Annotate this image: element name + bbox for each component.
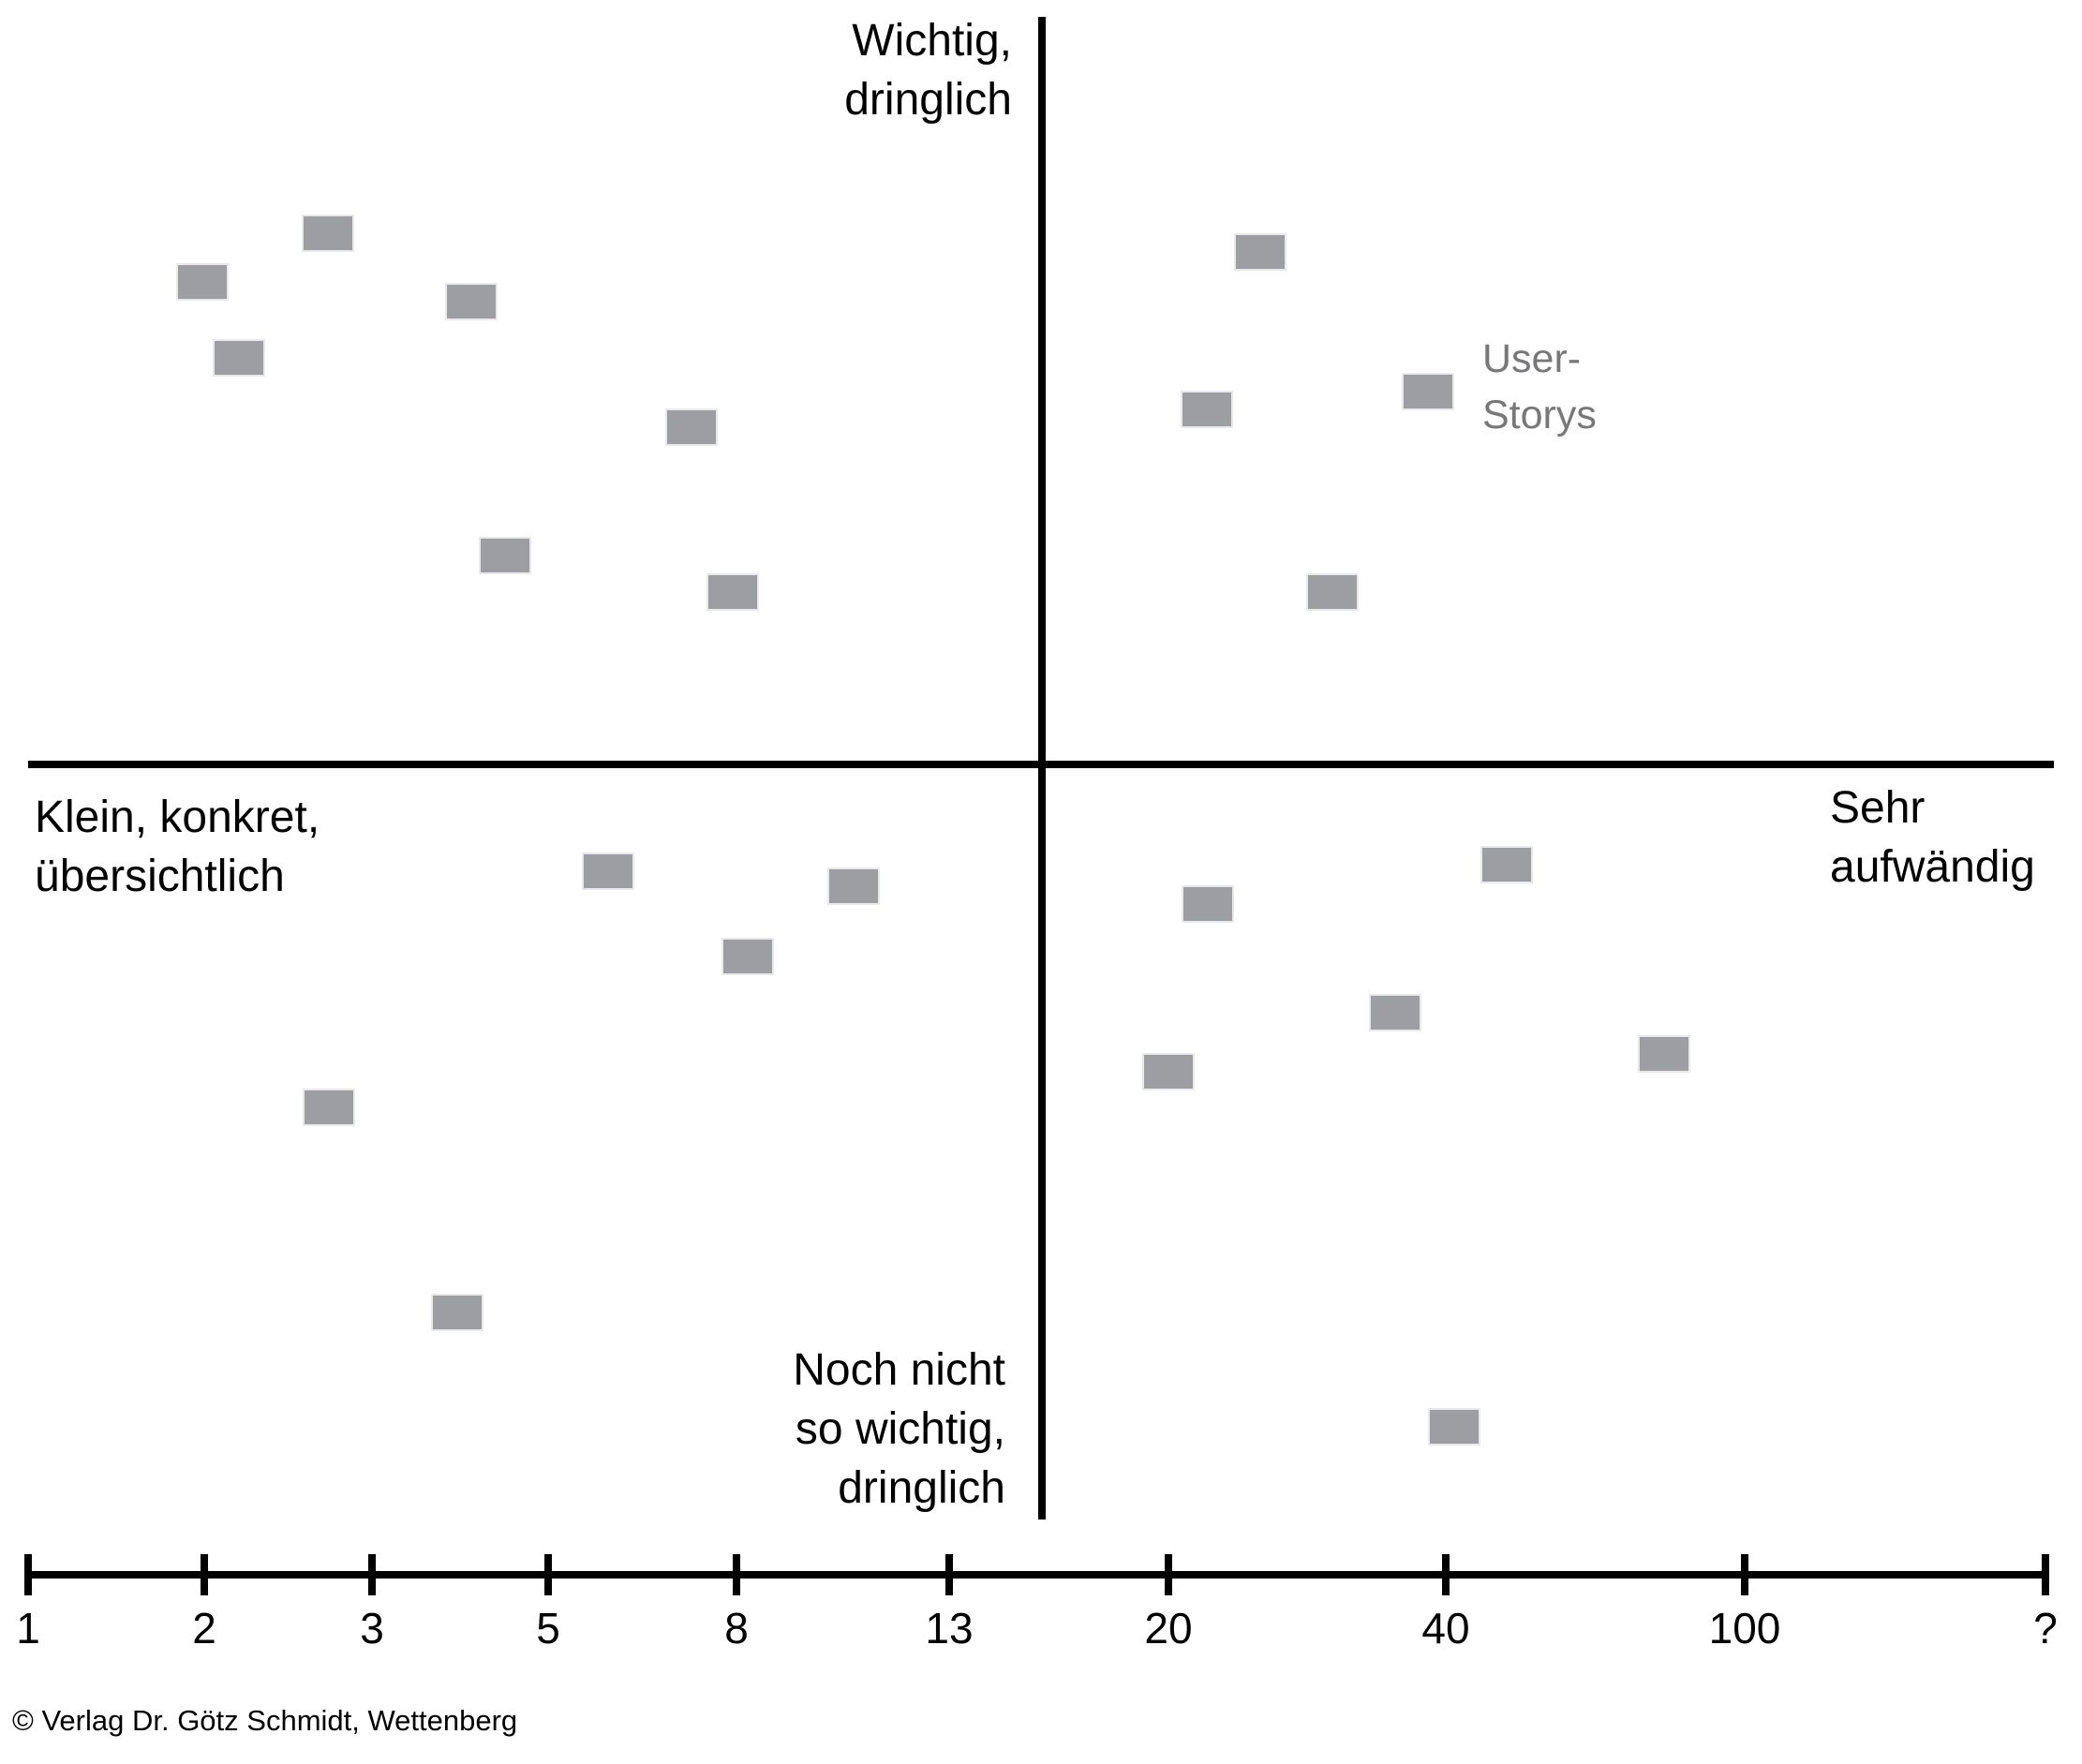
- scale-tick-label: 3: [360, 1604, 384, 1653]
- scale-tick: [945, 1554, 953, 1595]
- label-wichtig-dringlich: Wichtig, dringlich: [844, 11, 1012, 129]
- scale-tick-label: ?: [2033, 1604, 2058, 1653]
- label-line: dringlich: [838, 1463, 1005, 1513]
- user-story-card: [665, 408, 718, 446]
- label-line: so wichtig,: [795, 1404, 1005, 1454]
- scale-tick: [1741, 1554, 1748, 1595]
- scale-tick-label: 1: [16, 1604, 40, 1653]
- user-story-card: [479, 537, 531, 574]
- label-line: Klein, konkret,: [35, 793, 320, 842]
- label-line: Wichtig,: [852, 16, 1012, 66]
- user-story-card: [445, 283, 498, 320]
- user-story-card: [1306, 573, 1359, 611]
- label-sehr-aufwaendig: Sehr aufwändig: [1830, 778, 2035, 897]
- scale-tick: [24, 1554, 32, 1595]
- label-klein-konkret: Klein, konkret, übersichtlich: [35, 788, 320, 906]
- copyright-text: © Verlag Dr. Götz Schmidt, Wettenberg: [12, 1704, 518, 1737]
- user-story-card: [1428, 1408, 1480, 1445]
- scale-tick: [2042, 1554, 2049, 1595]
- user-story-card: [582, 852, 634, 890]
- user-story-card: [1234, 233, 1286, 271]
- user-story-card: [213, 339, 265, 377]
- user-storys-label: User- Storys: [1482, 331, 1597, 443]
- scale-tick: [733, 1554, 740, 1595]
- user-story-card: [302, 215, 354, 252]
- user-story-card: [827, 867, 880, 905]
- scale-tick: [1442, 1554, 1450, 1595]
- user-story-card: [1142, 1053, 1195, 1090]
- user-story-card: [303, 1089, 355, 1126]
- scale-tick-label: 2: [192, 1604, 216, 1653]
- label-line: Storys: [1482, 393, 1597, 437]
- effort-scale-axis-line: [28, 1571, 2049, 1579]
- label-noch-nicht-so-wichtig: Noch nicht so wichtig, dringlich: [793, 1341, 1005, 1518]
- user-story-card: [176, 263, 229, 301]
- user-story-card: [1638, 1035, 1690, 1073]
- scale-tick: [544, 1554, 552, 1595]
- horizontal-axis-line: [28, 761, 2054, 768]
- scale-tick-label: 40: [1421, 1604, 1470, 1653]
- scale-tick: [368, 1554, 376, 1595]
- user-story-card: [706, 573, 759, 611]
- scale-tick-label: 20: [1144, 1604, 1193, 1653]
- scale-tick: [1165, 1554, 1172, 1595]
- user-story-card: [431, 1294, 483, 1331]
- vertical-axis-line: [1038, 17, 1046, 1519]
- label-line: User-: [1482, 336, 1582, 381]
- user-story-card: [1182, 885, 1234, 923]
- scale-tick-label: 5: [536, 1604, 560, 1653]
- scale-tick-label: 100: [1708, 1604, 1781, 1653]
- scale-tick-label: 13: [925, 1604, 974, 1653]
- scale-tick: [201, 1554, 208, 1595]
- user-story-card: [721, 938, 774, 975]
- label-line: aufwändig: [1830, 842, 2035, 892]
- user-story-card: [1480, 846, 1533, 883]
- label-line: Sehr: [1830, 783, 1926, 833]
- scale-tick-label: 8: [724, 1604, 749, 1653]
- label-line: dringlich: [844, 75, 1012, 125]
- user-story-card: [1181, 391, 1233, 428]
- user-story-card: [1369, 994, 1421, 1031]
- label-line: übersichtlich: [35, 852, 285, 901]
- user-story-card: [1402, 373, 1454, 410]
- label-line: Noch nicht: [793, 1345, 1005, 1395]
